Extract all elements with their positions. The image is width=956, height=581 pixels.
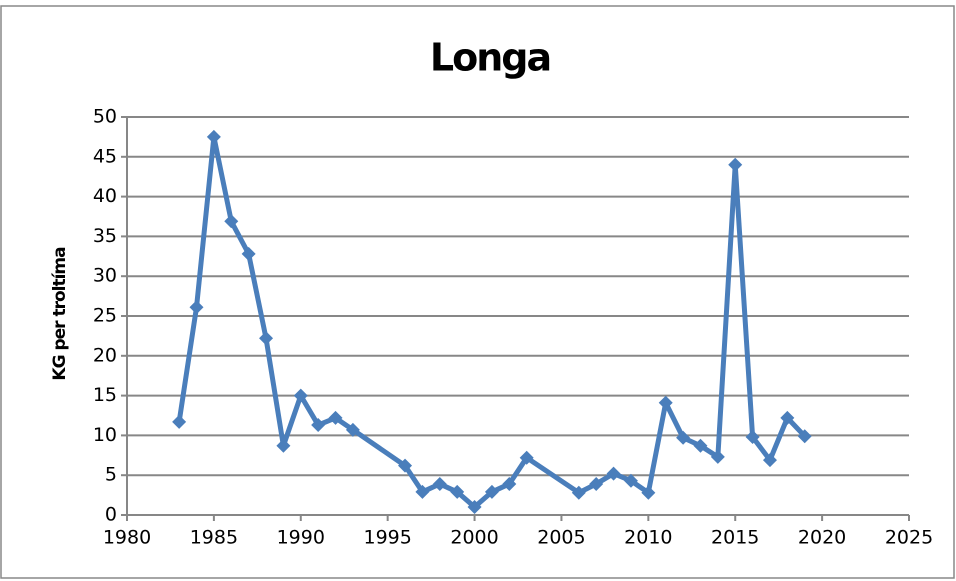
- y-tick-label: 10: [93, 424, 117, 446]
- data-point: [641, 485, 656, 500]
- y-tick-label: 0: [105, 504, 117, 526]
- x-tick-label: 2020: [798, 527, 846, 549]
- x-tick-label: 1985: [190, 527, 238, 549]
- data-point: [172, 414, 187, 429]
- y-tick-label: 5: [105, 464, 117, 486]
- data-point: [762, 453, 777, 468]
- data-point: [189, 300, 204, 315]
- data-point: [658, 395, 673, 410]
- data-point: [206, 129, 221, 144]
- data-point: [571, 485, 586, 500]
- y-tick-label: 45: [93, 145, 117, 167]
- data-point: [710, 449, 725, 464]
- data-point: [780, 410, 795, 425]
- x-tick-label: 1990: [277, 527, 325, 549]
- data-point: [415, 484, 430, 499]
- chart-title: Longa: [430, 36, 550, 80]
- data-point: [450, 484, 465, 499]
- chart-border: [0, 5, 955, 579]
- data-point: [311, 418, 326, 433]
- data-point: [745, 429, 760, 444]
- data-point: [467, 500, 482, 515]
- data-point: [398, 458, 413, 473]
- y-tick-label: 40: [93, 185, 117, 207]
- x-tick-label: 2000: [450, 527, 498, 549]
- y-tick-label: 50: [93, 106, 117, 128]
- data-point: [224, 214, 239, 229]
- data-point: [589, 476, 604, 491]
- data-point: [484, 484, 499, 499]
- data-point: [797, 429, 812, 444]
- x-tick-label: 2025: [885, 527, 933, 549]
- x-tick-label: 1980: [103, 527, 151, 549]
- x-tick-label: 1995: [363, 527, 411, 549]
- data-point: [432, 476, 447, 491]
- data-point: [519, 450, 534, 465]
- x-tick-label: 2005: [537, 527, 585, 549]
- y-tick-label: 15: [93, 384, 117, 406]
- y-tick-label: 20: [93, 344, 117, 366]
- data-point: [345, 422, 360, 437]
- data-point: [606, 466, 621, 481]
- data-point: [241, 246, 256, 261]
- data-point: [728, 157, 743, 172]
- data-point: [676, 430, 691, 445]
- x-tick-label: 2010: [624, 527, 672, 549]
- data-point: [623, 473, 638, 488]
- data-point: [259, 331, 274, 346]
- data-point: [502, 476, 517, 491]
- y-axis-label: KG per troltíma: [50, 247, 70, 381]
- data-point: [328, 410, 343, 425]
- y-tick-label: 25: [93, 305, 117, 327]
- y-tick-label: 35: [93, 225, 117, 247]
- data-point: [693, 438, 708, 453]
- data-point: [276, 438, 291, 453]
- x-tick-label: 2015: [711, 527, 759, 549]
- data-point: [293, 388, 308, 403]
- y-tick-label: 30: [93, 265, 117, 287]
